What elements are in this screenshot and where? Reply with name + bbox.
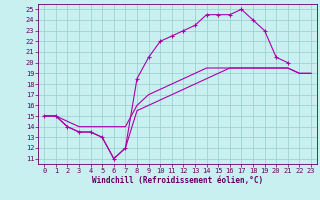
X-axis label: Windchill (Refroidissement éolien,°C): Windchill (Refroidissement éolien,°C): [92, 176, 263, 185]
